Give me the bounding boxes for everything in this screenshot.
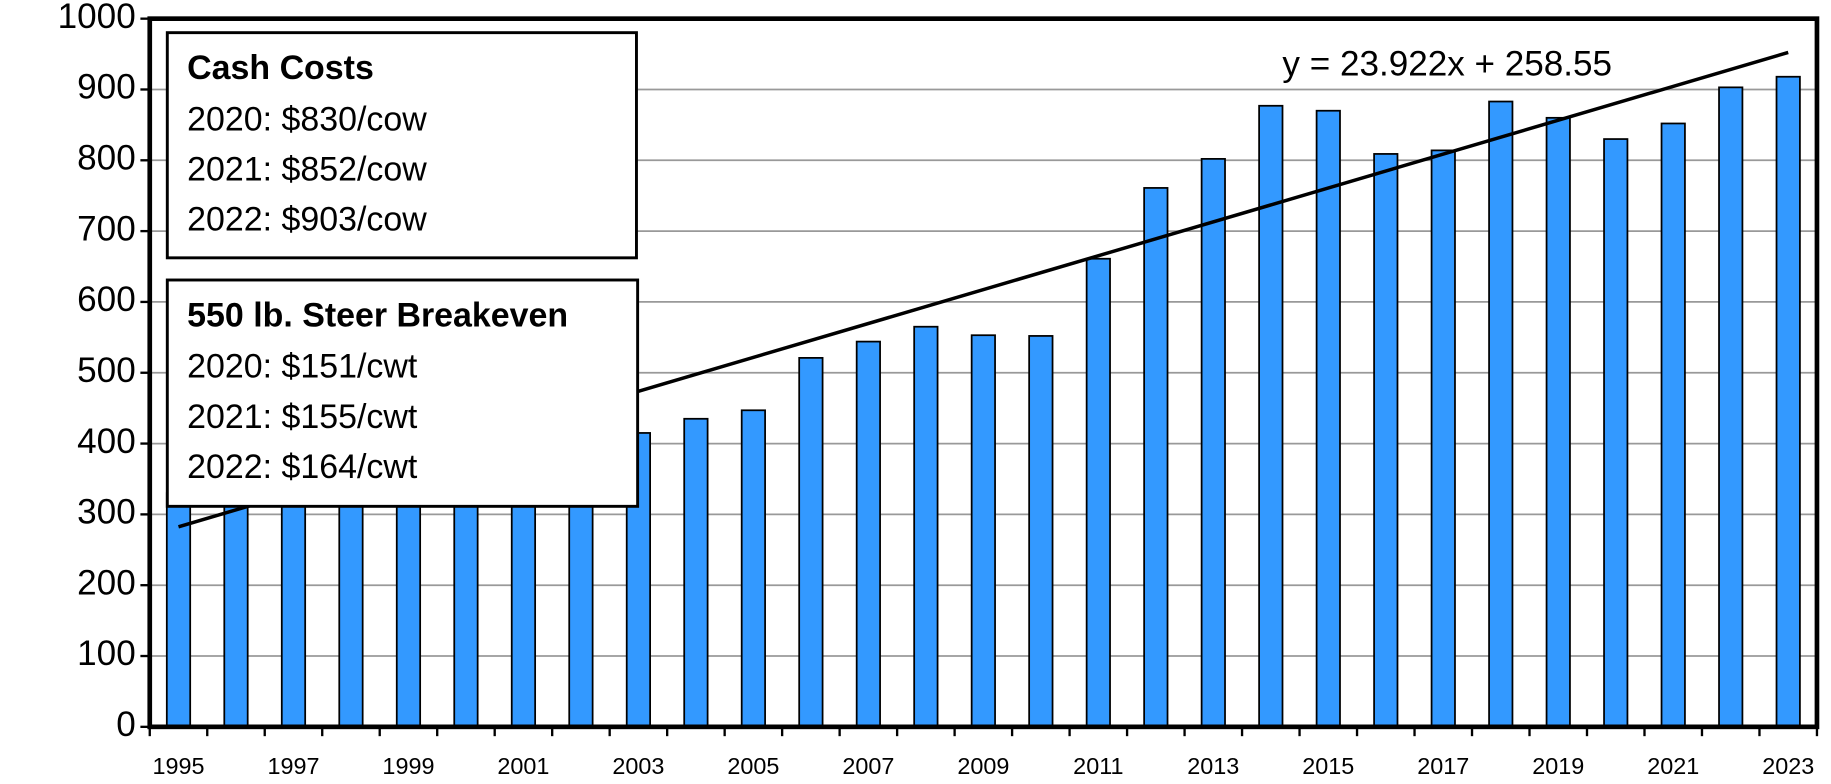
bar — [1430, 149, 1456, 728]
bar — [1315, 109, 1341, 728]
bar — [683, 417, 709, 728]
bar — [1775, 75, 1801, 728]
annotation-line: 2021: $155/cwt — [187, 398, 418, 436]
bar — [1143, 187, 1169, 728]
x-tick-label: 2001 — [497, 753, 549, 779]
bar — [223, 499, 249, 728]
annotation-box — [165, 31, 638, 260]
x-tick-label: 2017 — [1417, 753, 1469, 779]
x-tick-label: 2011 — [1073, 753, 1123, 779]
x-tick-label: 2003 — [612, 753, 664, 779]
bar — [1660, 122, 1686, 728]
bar — [798, 357, 824, 728]
bar — [970, 334, 996, 728]
bar — [338, 488, 364, 728]
annotation-title: Cash Costs — [187, 49, 374, 87]
x-tick-label: 2005 — [727, 753, 779, 779]
bar — [1488, 100, 1514, 728]
y-tick-label: 300 — [77, 493, 136, 532]
bar — [855, 340, 881, 728]
y-tick-label: 200 — [77, 563, 136, 602]
trendline-label: y = 23.922x + 258.55 — [1282, 45, 1612, 84]
y-tick-label: 900 — [77, 68, 136, 107]
x-tick-label: 2007 — [842, 753, 894, 779]
annotation-line: 2022: $164/cwt — [187, 448, 418, 486]
x-tick-label: 1997 — [267, 753, 319, 779]
bar — [1718, 86, 1744, 728]
bar — [395, 481, 422, 728]
annotation-line: 2021: $852/cow — [187, 150, 427, 188]
y-tick-label: 800 — [77, 139, 136, 178]
x-tick-label: 1995 — [152, 753, 204, 779]
y-tick-label: 500 — [77, 351, 136, 390]
x-tick-label: 2015 — [1302, 753, 1354, 779]
x-tick-label: 1999 — [382, 753, 434, 779]
bar — [1603, 138, 1629, 728]
annotation-box — [165, 278, 640, 508]
y-tick-label: 0 — [116, 705, 136, 744]
bar — [1200, 158, 1226, 728]
annotation-title: 550 lb. Steer Breakeven — [187, 296, 568, 334]
bar — [165, 492, 192, 728]
bar — [1545, 116, 1571, 728]
bar — [1028, 335, 1054, 728]
x-tick-label: 2023 — [1762, 753, 1814, 779]
plot-frame — [147, 16, 1820, 730]
x-tick-label: 2021 — [1647, 753, 1699, 779]
bar — [1085, 257, 1111, 728]
annotation-line: 2020: $830/cow — [187, 100, 427, 138]
bar — [280, 495, 307, 728]
y-tick-label: 600 — [77, 280, 136, 319]
bar — [1258, 104, 1284, 728]
y-tick-label: 400 — [77, 422, 136, 461]
annotation-line: 2020: $151/cwt — [187, 348, 418, 386]
x-tick-label: 2019 — [1532, 753, 1584, 779]
y-tick-label: 100 — [77, 634, 136, 673]
x-tick-label: 2013 — [1187, 753, 1239, 779]
y-tick-label: 1000 — [58, 0, 136, 36]
bar — [740, 409, 766, 728]
bar — [1373, 153, 1399, 728]
bar — [913, 325, 939, 728]
x-tick-label: 2009 — [957, 753, 1009, 779]
annotation-line: 2022: $903/cow — [187, 201, 427, 239]
y-tick-label: 700 — [77, 209, 136, 248]
